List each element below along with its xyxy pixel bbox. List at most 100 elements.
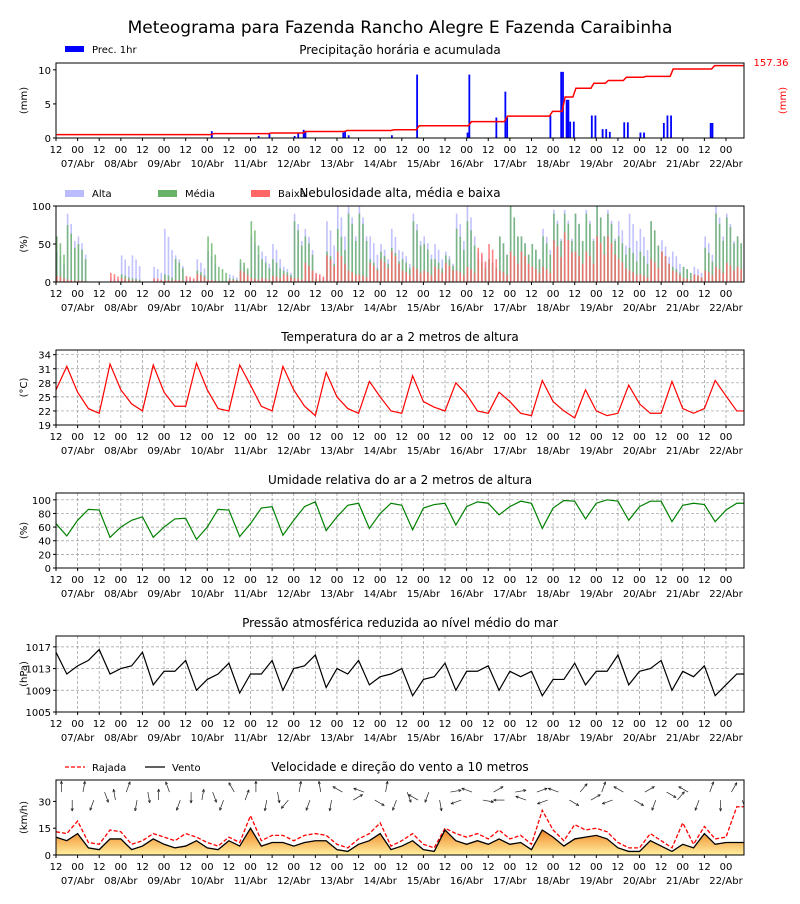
x-tick-label: 12 bbox=[93, 575, 106, 586]
cloud-bar-média bbox=[740, 243, 742, 282]
cloud-bar-média bbox=[416, 230, 418, 282]
wind-direction-arrow bbox=[82, 781, 86, 793]
wind-arrow-head bbox=[450, 801, 454, 805]
cloud-bar-baixa bbox=[574, 251, 577, 282]
cloud-bar-média bbox=[459, 236, 462, 282]
wind-direction-arrow bbox=[125, 781, 131, 793]
cloud-bar-baixa bbox=[545, 269, 548, 282]
cloud-bar-média bbox=[362, 223, 364, 282]
x-tick-label: 00 bbox=[287, 575, 300, 586]
wind-arrow-head bbox=[523, 789, 527, 793]
cloud-bar-baixa bbox=[261, 278, 263, 282]
x-tick-label: 00 bbox=[71, 719, 84, 730]
cloud-bar-baixa bbox=[571, 252, 573, 282]
cloud-bar-média bbox=[178, 262, 181, 282]
cloud-bar-baixa bbox=[401, 270, 404, 282]
x-date-label: 12/Abr bbox=[277, 303, 311, 314]
wind-arrow-head bbox=[147, 799, 151, 804]
wind-arrow-head bbox=[575, 802, 580, 806]
x-tick-label: 12 bbox=[395, 719, 408, 730]
x-tick-label: 00 bbox=[417, 145, 430, 156]
panel-2: Nebulosidade alta, média e baixa (%) 0 50 10… bbox=[19, 186, 745, 314]
wind-arrow-head bbox=[353, 787, 357, 791]
wind-direction-arrow bbox=[408, 794, 419, 801]
x-tick-label: 12 bbox=[568, 575, 581, 586]
cloud-bar-baixa bbox=[74, 280, 76, 282]
wind-direction-arrow bbox=[392, 799, 397, 811]
cloud-bar-média bbox=[466, 221, 469, 282]
cloud-bar-média bbox=[210, 243, 213, 282]
wind-direction-arrow bbox=[264, 800, 268, 811]
cloud-bar-baixa bbox=[412, 266, 415, 282]
precip-bar bbox=[268, 133, 271, 138]
precip-bar bbox=[590, 115, 593, 138]
x-tick-label: 12 bbox=[309, 862, 322, 873]
x-tick-label: 00 bbox=[633, 432, 646, 443]
y-tick-label: 0 bbox=[45, 134, 51, 145]
y-tick-label: 1017 bbox=[26, 643, 51, 654]
page-title: Meteograma para Fazenda Rancho Alegre E … bbox=[128, 18, 673, 38]
x-date-label: 14/Abr bbox=[363, 303, 397, 314]
x-date-label: 14/Abr bbox=[363, 589, 397, 600]
x-tick-label: 00 bbox=[503, 575, 516, 586]
wind-direction-arrow bbox=[385, 781, 388, 793]
cloud-bar-baixa bbox=[297, 278, 299, 282]
x-tick-label: 12 bbox=[525, 575, 538, 586]
cloud-bar-média bbox=[646, 263, 649, 282]
x-tick-label: 00 bbox=[547, 432, 560, 443]
wind-direction-arrow bbox=[212, 791, 217, 803]
y-axis-label: (%) bbox=[19, 235, 30, 252]
cloud-bar-baixa bbox=[272, 275, 274, 282]
x-date-label: 22/Abr bbox=[709, 733, 743, 744]
cloud-bar-média bbox=[412, 221, 415, 282]
y-tick-label: 25 bbox=[38, 393, 51, 404]
cloud-bar-baixa bbox=[481, 252, 483, 282]
cloud-bar-média bbox=[643, 256, 645, 282]
wind-arrow-head bbox=[280, 805, 285, 809]
x-tick-label: 12 bbox=[612, 145, 625, 156]
cloud-bar-média bbox=[56, 236, 58, 282]
precip-bar bbox=[342, 132, 345, 138]
x-date-label: 09/Abr bbox=[147, 876, 181, 887]
y-tick-label: 31 bbox=[38, 365, 51, 376]
precip-bar bbox=[466, 132, 469, 138]
x-date-label: 20/Abr bbox=[623, 159, 657, 170]
wind-arrow-head bbox=[613, 786, 617, 790]
x-tick-label: 00 bbox=[547, 145, 560, 156]
cloud-bar-baixa bbox=[610, 243, 613, 282]
x-tick-label: 12 bbox=[266, 145, 279, 156]
wind-direction-arrow bbox=[228, 782, 235, 793]
cloud-bar-baixa bbox=[430, 275, 433, 282]
precip-bar bbox=[504, 91, 507, 138]
cloud-bar-média bbox=[733, 243, 735, 282]
wind-arrow-head bbox=[640, 802, 644, 806]
wind-direction-arrow bbox=[515, 795, 527, 801]
precip-bar bbox=[347, 135, 350, 138]
cloud-bar-baixa bbox=[286, 275, 289, 282]
cloud-bar-baixa bbox=[264, 278, 267, 282]
x-tick-label: 12 bbox=[136, 432, 149, 443]
wind-arrow-head bbox=[597, 794, 601, 798]
wind-arrow-head bbox=[328, 807, 332, 812]
cloud-bar-baixa bbox=[675, 272, 678, 282]
x-tick-label: 00 bbox=[503, 289, 516, 300]
y-tick-label: 10 bbox=[38, 66, 51, 77]
cloud-bar-média bbox=[59, 243, 62, 282]
cloud-bar-média bbox=[225, 272, 227, 282]
legend-swatch bbox=[158, 190, 177, 197]
wind-direction-arrow bbox=[353, 787, 365, 793]
cloud-bar-média bbox=[585, 213, 588, 282]
wind-direction-arrow bbox=[374, 799, 385, 806]
x-tick-label: 12 bbox=[266, 862, 279, 873]
wind-arrow-head bbox=[392, 807, 395, 811]
x-date-label: 08/Abr bbox=[104, 733, 138, 744]
cloud-bar-baixa bbox=[236, 280, 238, 282]
x-tick-label: 00 bbox=[720, 145, 733, 156]
x-date-label: 09/Abr bbox=[147, 303, 181, 314]
x-date-label: 19/Abr bbox=[580, 733, 614, 744]
cloud-bar-média bbox=[164, 274, 166, 282]
wind-arrow-head bbox=[214, 799, 217, 803]
x-tick-label: 00 bbox=[244, 575, 257, 586]
panel-title: Nebulosidade alta, média e baixa bbox=[299, 186, 500, 200]
cloud-bar-média bbox=[502, 243, 505, 282]
